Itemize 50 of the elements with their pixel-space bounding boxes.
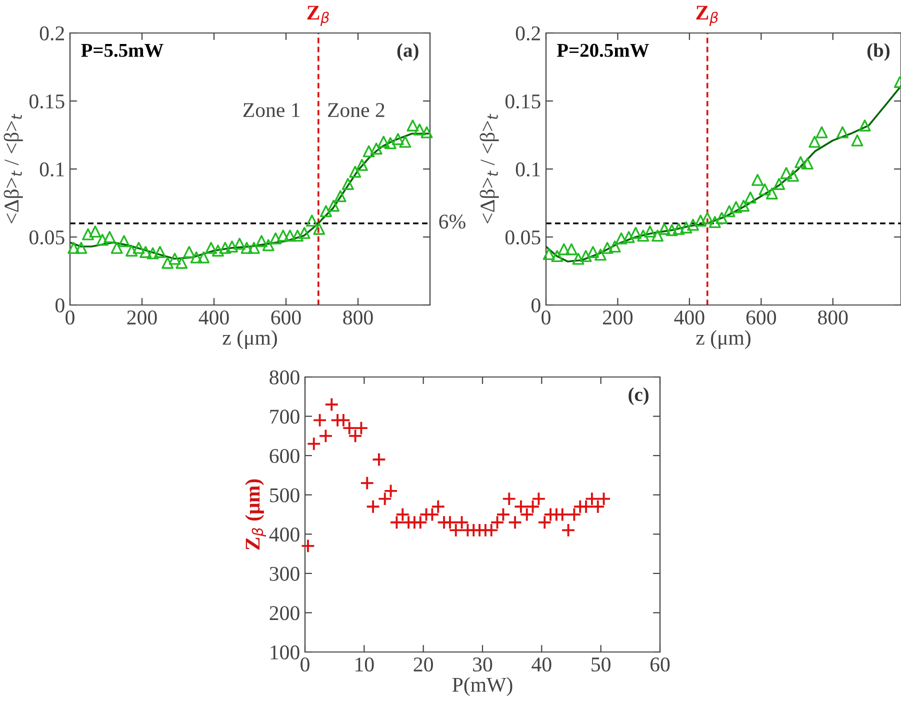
ref-line-label: Z$_{β}$: [307, 6, 329, 26]
x-tick-label: 20: [414, 657, 433, 672]
y-tick-label: 0: [532, 298, 540, 312]
ref-line-label: Z$_{β}$: [696, 6, 718, 26]
x-tick-label: 50: [592, 657, 610, 672]
annotation: Zone 2: [328, 103, 384, 118]
annotation: (c): [628, 387, 648, 406]
x-tick-label: 30: [473, 657, 492, 672]
y-tick-label: 0.15: [29, 94, 64, 109]
annotation: (b): [867, 43, 890, 61]
x-tick-label: 800: [818, 310, 848, 325]
x-tick-label: 0: [542, 310, 550, 325]
y-axis-title: Z$_{β}$ (μm): [245, 479, 266, 550]
y-tick-label: 300: [270, 566, 300, 581]
y-tick-label: 0.05: [505, 230, 540, 245]
x-tick-label: 200: [127, 310, 157, 325]
y-tick-label: 700: [270, 410, 300, 424]
y-tick-label: 0: [56, 298, 64, 312]
annotation: P=20.5mW: [556, 44, 649, 58]
y-tick-label: 400: [269, 528, 300, 542]
x-tick-label: 0: [300, 657, 310, 672]
annotation: Zone 1: [243, 103, 300, 118]
y-tick-label: 800: [270, 370, 300, 384]
y-axis-title: <Δβ>$_{t}$ / <β>$_{t}$: [480, 114, 499, 224]
y-tick-label: 0.2: [40, 26, 64, 41]
x-tick-label: 400: [674, 310, 704, 325]
y-tick-label: 0.1: [516, 162, 540, 177]
y-tick-label: 0.2: [516, 26, 540, 41]
x-tick-label: 40: [532, 657, 552, 672]
x-axis-title: z (μm): [696, 330, 750, 350]
x-tick-label: 0: [66, 310, 74, 325]
y-tick-label: 0.1: [40, 162, 64, 177]
y-tick-label: 200: [270, 606, 300, 620]
x-tick-label: 200: [603, 310, 633, 325]
y-tick-label: 0.15: [505, 94, 540, 109]
annotation: P=5.5mW: [81, 44, 164, 58]
x-tick-label: 800: [343, 310, 373, 325]
x-tick-label: 400: [198, 310, 229, 325]
x-axis-title: P(mW): [452, 677, 512, 696]
ref-line-label: 6%: [439, 214, 466, 229]
x-tick-label: 60: [650, 657, 670, 672]
y-axis-title: <Δβ>$_{t}$ / <β>$_{t}$: [4, 114, 23, 224]
y-tick-label: 600: [270, 448, 300, 464]
x-tick-label: 10: [356, 657, 374, 672]
x-axis-title: z (μm): [222, 330, 277, 350]
annotation: (a): [397, 43, 418, 61]
x-tick-label: 600: [746, 310, 776, 325]
y-tick-label: 500: [270, 488, 300, 502]
y-tick-label: 100: [270, 645, 300, 660]
y-tick-label: 0.05: [29, 230, 64, 245]
